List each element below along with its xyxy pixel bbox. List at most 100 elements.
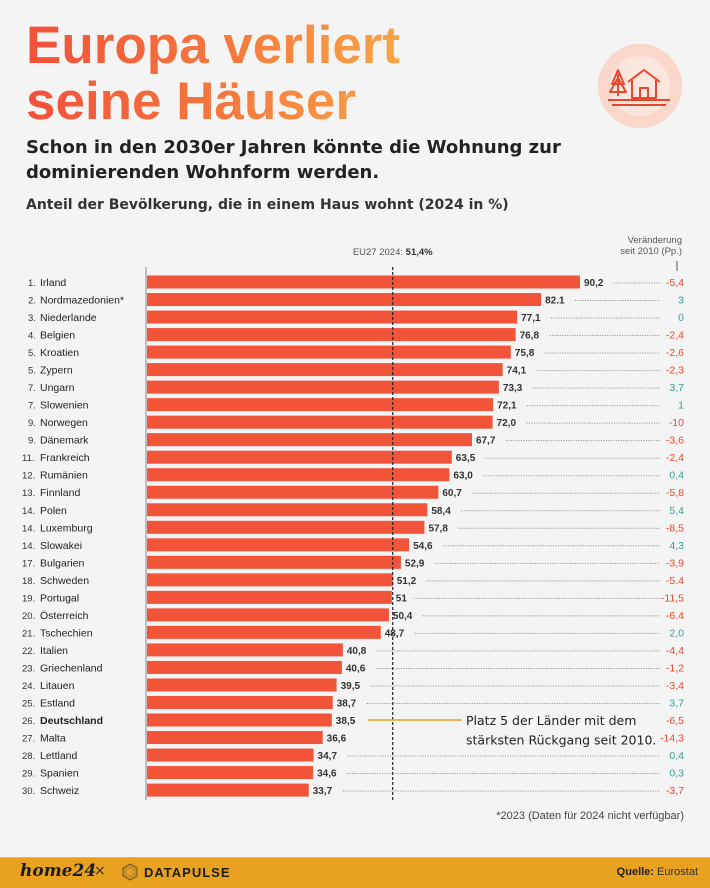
chart-title: Anteil der Bevölkerung, die in einem Hau… xyxy=(26,197,509,213)
rank-label: 28. xyxy=(22,751,35,762)
country-label: Dänemark xyxy=(40,435,89,447)
country-label: Rumänien xyxy=(40,470,88,482)
country-label: Norwegen xyxy=(40,417,88,429)
rank-label: 30. xyxy=(22,786,35,797)
value-label: 40,8 xyxy=(347,646,367,657)
value-label: 58,4 xyxy=(431,506,451,517)
value-label: 63,0 xyxy=(453,471,473,482)
bar-Kroatien xyxy=(147,345,511,359)
change-label: 3 xyxy=(678,295,684,307)
rank-label: 13. xyxy=(22,488,35,499)
country-label: Lettland xyxy=(40,750,78,762)
title-line-2: seine Häuser xyxy=(26,72,356,131)
country-label: Irland xyxy=(40,277,66,289)
bar-Zypern xyxy=(147,363,503,377)
change-label: -8,5 xyxy=(666,522,684,534)
bar-Schweden xyxy=(147,573,393,587)
change-label: -10 xyxy=(669,417,684,429)
change-label: -3,9 xyxy=(666,557,684,569)
country-label: Luxemburg xyxy=(40,522,93,534)
value-label: 54,6 xyxy=(413,541,433,552)
bar-Bulgarien xyxy=(147,555,401,569)
bar-Norwegen xyxy=(147,415,493,429)
rank-label: 9. xyxy=(28,436,36,447)
home24-logo: home24 xyxy=(20,861,97,881)
value-label: 40,6 xyxy=(346,663,366,674)
bar-Estland xyxy=(147,695,333,709)
subtitle: Schon in den 2030er Jahren könnte die Wo… xyxy=(26,137,561,183)
rank-label: 14. xyxy=(22,506,35,517)
bar-Polen xyxy=(147,503,428,517)
change-header: Veränderung xyxy=(628,235,682,246)
value-label: 34,7 xyxy=(318,751,338,762)
value-label: 50,4 xyxy=(393,611,413,622)
datapulse-logo: DATAPULSE xyxy=(144,865,231,880)
value-label: 38,7 xyxy=(337,698,357,709)
rank-label: 20. xyxy=(22,611,35,622)
annotation-text: Platz 5 der Länder mit dem xyxy=(466,713,636,728)
bar-Malta xyxy=(147,731,323,745)
change-label: -4,4 xyxy=(666,645,684,657)
value-label: 51 xyxy=(396,593,408,604)
rank-label: 25. xyxy=(22,698,35,709)
change-label: 5,4 xyxy=(669,505,684,517)
page-title: Europa verliert seine Häuser xyxy=(26,18,400,130)
bar-Spanien xyxy=(147,766,314,780)
change-label: -5.4 xyxy=(666,575,684,587)
change-label: -5,4 xyxy=(666,277,684,289)
footnote: *2023 (Daten für 2024 nicht verfügbar) xyxy=(496,810,684,822)
value-label: 72,1 xyxy=(497,401,517,412)
rank-label: 5. xyxy=(28,366,36,377)
datapulse-logo-icon xyxy=(122,863,138,881)
value-label: 77,1 xyxy=(521,313,541,324)
bar-Litauen xyxy=(147,678,337,692)
change-label: 0,3 xyxy=(669,768,684,780)
country-label: Finnland xyxy=(40,487,80,499)
country-label: Slowakei xyxy=(40,540,82,552)
bar-Portugal xyxy=(147,590,392,604)
bar-Niederlande xyxy=(147,310,518,324)
country-label: Bulgarien xyxy=(40,557,85,569)
source-label: Quelle: xyxy=(616,866,654,878)
rank-label: 23. xyxy=(22,663,35,674)
value-label: 38,5 xyxy=(336,716,356,727)
country-label: Spanien xyxy=(40,768,79,780)
country-label: Portugal xyxy=(40,592,79,604)
bar-Deutschland xyxy=(147,713,332,727)
change-label: 3,7 xyxy=(669,697,684,709)
reference-label: EU27 2024: 51,4% xyxy=(353,247,433,258)
value-label: 63,5 xyxy=(456,453,476,464)
rank-label: 12. xyxy=(22,471,35,482)
value-label: 52,9 xyxy=(405,558,425,569)
change-label: -11,5 xyxy=(661,592,684,604)
value-label: 39,5 xyxy=(341,681,361,692)
bar-Ungarn xyxy=(147,380,499,394)
value-label: 73,3 xyxy=(503,383,523,394)
country-label: Zypern xyxy=(40,365,73,377)
change-label: -2,6 xyxy=(666,347,684,359)
rank-label: 1. xyxy=(28,278,36,289)
value-label: 57,8 xyxy=(428,523,448,534)
bar-Italien xyxy=(147,643,343,657)
bar-Österreich xyxy=(147,608,389,622)
rank-label: 7. xyxy=(28,401,36,412)
value-label: 82.1 xyxy=(545,296,565,307)
change-label: -6.4 xyxy=(666,610,684,622)
rank-label: 2. xyxy=(28,296,36,307)
rank-label: 5. xyxy=(28,348,36,359)
country-label: Deutschland xyxy=(40,715,103,727)
house-with-trees-icon xyxy=(598,44,682,128)
country-label: Malta xyxy=(40,733,66,745)
rank-label: 11. xyxy=(22,453,35,464)
country-label: Nordmazedonien* xyxy=(40,295,124,307)
value-label: 90,2 xyxy=(584,278,604,289)
change-label: -2,3 xyxy=(666,365,684,377)
rank-label: 14. xyxy=(22,541,35,552)
change-label: -6,5 xyxy=(666,715,684,727)
value-label: 75,8 xyxy=(515,348,535,359)
country-label: Griechenland xyxy=(40,662,103,674)
value-label: 76,8 xyxy=(520,331,540,342)
bar-Finnland xyxy=(147,485,439,499)
change-label: -2,4 xyxy=(666,330,684,342)
change-label: 2,0 xyxy=(669,627,684,639)
